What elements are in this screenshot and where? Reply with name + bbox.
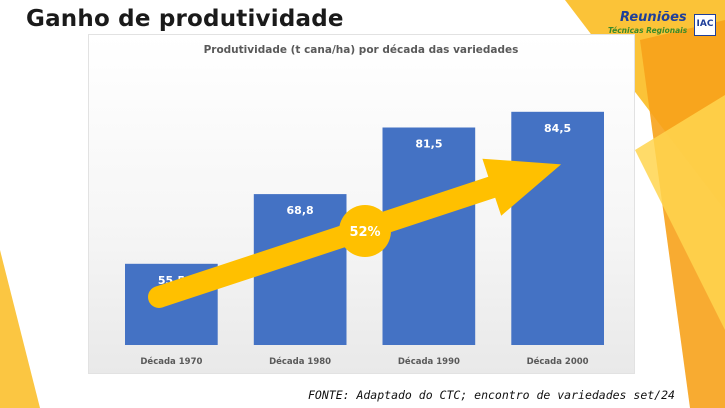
- slide-title: Ganho de produtividade: [26, 6, 344, 32]
- category-label: Década 1980: [269, 356, 331, 367]
- decor-shape-right: [640, 20, 725, 408]
- bar-value-label: 68,8: [287, 204, 314, 217]
- category-label: Década 1970: [140, 356, 202, 367]
- trend-arrow-tail: [148, 286, 170, 308]
- chart-title: Produtividade (t cana/ha) por década das…: [204, 44, 519, 56]
- gain-badge-label: 52%: [349, 225, 380, 240]
- logo-text: Reuniões: [620, 10, 687, 25]
- decor-shape-right-light: [635, 95, 725, 330]
- logo-subtext: Técnicas Regionais: [608, 26, 688, 35]
- source-note: FONTE: Adaptado do CTC; encontro de vari…: [308, 388, 675, 402]
- chart-panel: Produtividade (t cana/ha) por década das…: [88, 34, 635, 374]
- category-label: Década 1990: [398, 356, 460, 367]
- bar-value-label: 81,5: [415, 138, 442, 151]
- bar-value-label: 84,5: [544, 122, 571, 135]
- category-label: Década 2000: [527, 356, 589, 367]
- logo-badge: IAC: [694, 14, 716, 36]
- decor-shape-bottom-left: [0, 250, 40, 408]
- bar-3: [382, 127, 476, 345]
- logo: Reuniões Técnicas Regionais IAC: [606, 10, 718, 40]
- bar-4: [511, 111, 604, 345]
- trend-arrow: 52%: [148, 158, 562, 308]
- bar-chart: Produtividade (t cana/ha) por década das…: [125, 44, 604, 367]
- gain-badge: [339, 205, 391, 257]
